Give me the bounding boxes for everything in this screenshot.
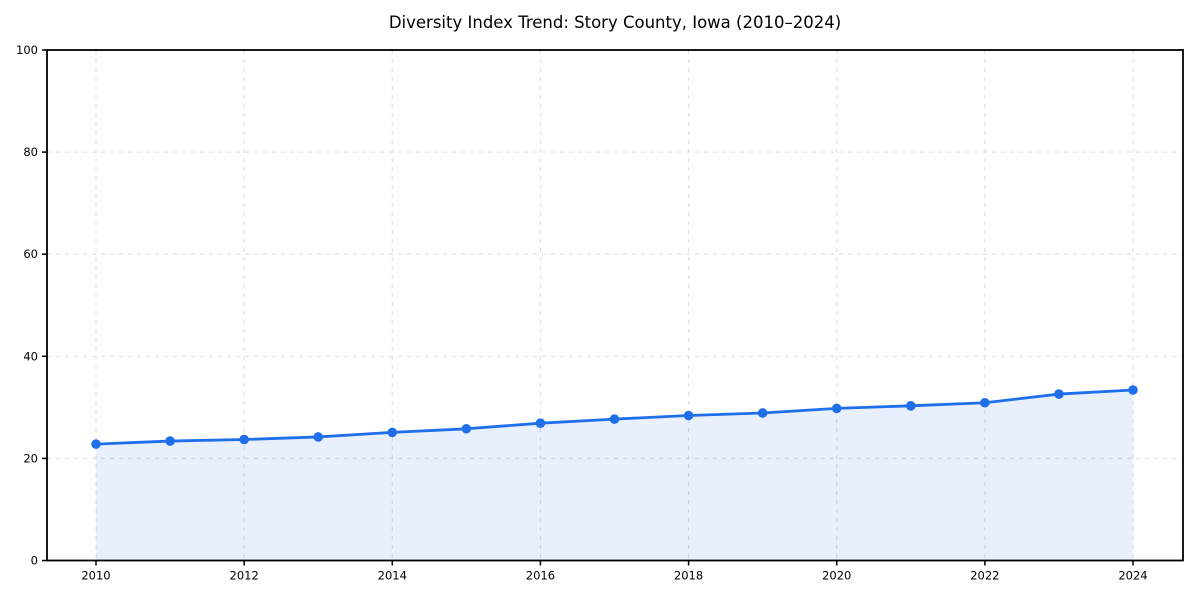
data-point-2010 — [91, 439, 101, 449]
data-point-2019 — [757, 408, 768, 418]
data-point-2013 — [313, 432, 324, 442]
data-point-2023 — [1054, 389, 1064, 399]
x-tick-label: 2018 — [674, 569, 703, 583]
x-tick-label: 2024 — [1118, 569, 1147, 583]
x-tick-label: 2020 — [822, 569, 851, 583]
data-point-2018 — [683, 410, 694, 421]
y-tick-label: 20 — [23, 451, 38, 465]
x-tick-label: 2012 — [230, 569, 259, 583]
data-point-2020 — [831, 403, 842, 414]
data-point-2022 — [980, 397, 990, 408]
data-point-2012 — [239, 434, 249, 445]
data-point-2017 — [609, 414, 620, 424]
x-tick-label: 2016 — [526, 569, 555, 583]
x-tick-label: 2014 — [378, 569, 407, 583]
x-tick-label: 2022 — [970, 569, 999, 583]
data-point-2015 — [461, 423, 472, 434]
x-tick-label: 2010 — [81, 569, 110, 583]
y-tick-label: 40 — [23, 349, 38, 363]
data-point-2011 — [165, 436, 175, 446]
y-tick-label: 80 — [23, 145, 38, 159]
data-point-2024 — [1128, 385, 1138, 395]
data-point-2016 — [535, 418, 546, 428]
y-tick-label: 60 — [23, 247, 38, 261]
area-fill — [96, 389, 1133, 561]
data-point-2014 — [387, 427, 398, 438]
data-point-2021 — [905, 401, 916, 411]
plot-border — [46, 49, 1184, 562]
chart-title: Diversity Index Trend: Story County, Iow… — [388, 13, 842, 32]
y-tick-label: 100 — [16, 43, 38, 57]
y-tick-label: 0 — [31, 554, 38, 568]
